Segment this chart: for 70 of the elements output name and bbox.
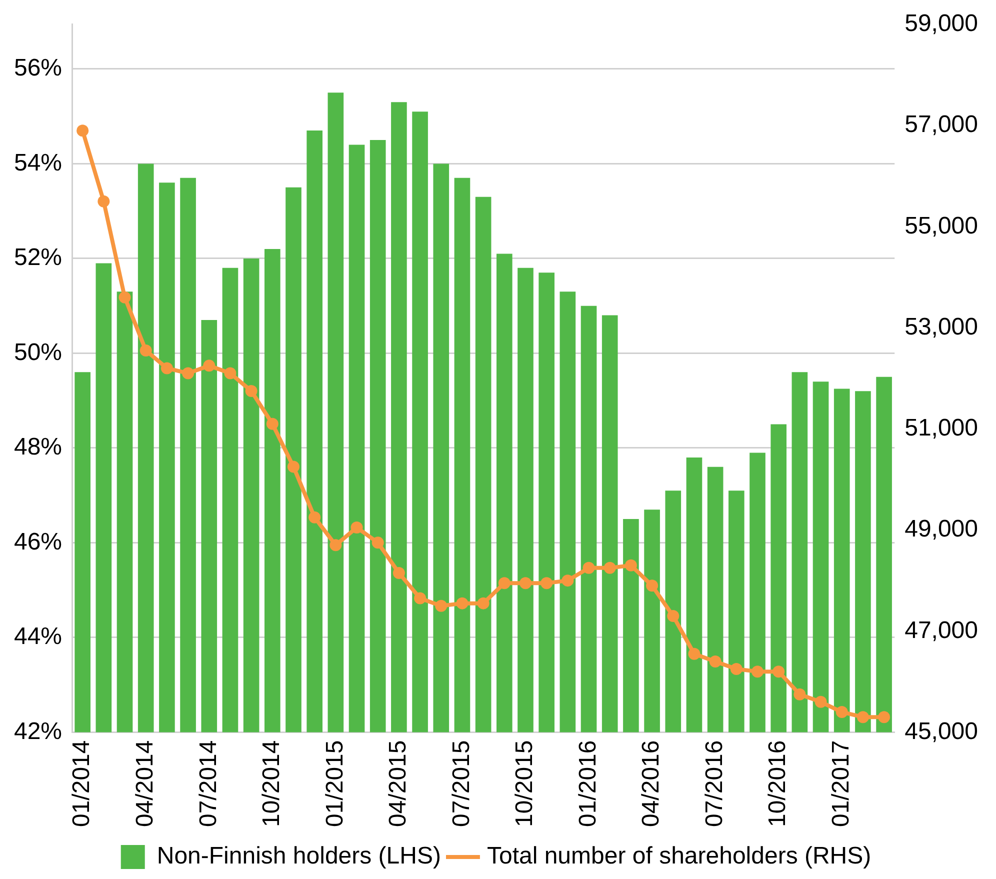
point bbox=[856, 711, 869, 724]
y-tick-label: 46% bbox=[14, 528, 62, 556]
y-tick-label: 52% bbox=[14, 244, 62, 272]
point bbox=[688, 648, 700, 660]
point bbox=[308, 511, 321, 524]
x-tick-label: 10/2016 bbox=[764, 740, 792, 828]
point bbox=[414, 592, 426, 604]
x-tick-label: 10/2015 bbox=[511, 740, 538, 828]
point bbox=[498, 577, 510, 590]
point bbox=[224, 367, 236, 380]
point bbox=[76, 124, 89, 137]
point bbox=[266, 418, 278, 430]
point bbox=[604, 562, 616, 574]
point bbox=[519, 577, 532, 590]
point bbox=[98, 195, 110, 208]
y2-tick-label: 59,000 bbox=[904, 10, 978, 38]
point bbox=[203, 360, 216, 372]
y2-tick-label: 53,000 bbox=[904, 313, 978, 340]
x-tick-label: 01/2017 bbox=[827, 740, 854, 828]
point bbox=[540, 577, 553, 590]
x-tick-label: 04/2015 bbox=[384, 740, 412, 828]
point bbox=[435, 600, 448, 612]
x-tick-label: 07/2015 bbox=[448, 740, 475, 828]
point bbox=[140, 344, 152, 357]
y-tick-label: 50% bbox=[14, 338, 62, 366]
point bbox=[878, 711, 890, 724]
point bbox=[477, 597, 490, 610]
x-tick-label: 01/2016 bbox=[574, 740, 602, 828]
point bbox=[118, 291, 131, 304]
legend-label: Total number of shareholders (RHS) bbox=[486, 842, 872, 870]
point bbox=[350, 521, 363, 534]
y2-tick-label: 55,000 bbox=[904, 212, 978, 240]
y-tick-label: 54% bbox=[14, 149, 62, 176]
point bbox=[456, 597, 468, 610]
x-tick-label: 10/2014 bbox=[258, 740, 286, 828]
point bbox=[182, 367, 194, 380]
y2-tick-label: 47,000 bbox=[904, 616, 978, 644]
point bbox=[287, 460, 300, 473]
y2-tick-label: 45,000 bbox=[904, 718, 978, 745]
y-tick-label: 48% bbox=[14, 434, 62, 461]
y-tick-label: 56% bbox=[14, 54, 62, 82]
point bbox=[582, 562, 595, 574]
point bbox=[752, 666, 764, 678]
point bbox=[562, 574, 574, 587]
point bbox=[772, 666, 785, 678]
point bbox=[646, 580, 658, 592]
point bbox=[160, 362, 173, 374]
x-tick-label: 04/2014 bbox=[131, 740, 158, 828]
x-tick-label: 07/2014 bbox=[194, 740, 222, 828]
point bbox=[667, 610, 680, 622]
point bbox=[794, 688, 806, 700]
y2-tick-label: 57,000 bbox=[904, 111, 978, 138]
y-tick-label: 44% bbox=[14, 623, 62, 650]
point bbox=[730, 663, 742, 676]
x-tick-label: 01/2015 bbox=[321, 740, 348, 828]
x-tick-label: 01/2014 bbox=[68, 740, 96, 828]
y2-tick-label: 49,000 bbox=[904, 516, 978, 543]
point bbox=[372, 536, 384, 549]
point bbox=[330, 539, 342, 552]
point bbox=[814, 696, 827, 708]
y2-tick-label: 51,000 bbox=[904, 414, 978, 442]
legend-label: Non-Finnish holders (LHS) bbox=[156, 842, 441, 870]
point bbox=[836, 706, 848, 718]
point bbox=[245, 384, 258, 397]
point bbox=[709, 655, 722, 668]
x-tick-label: 04/2016 bbox=[638, 740, 665, 828]
x-tick-label: 07/2016 bbox=[700, 740, 728, 828]
point bbox=[624, 559, 637, 572]
y-tick-label: 42% bbox=[14, 718, 62, 745]
point bbox=[392, 566, 405, 579]
